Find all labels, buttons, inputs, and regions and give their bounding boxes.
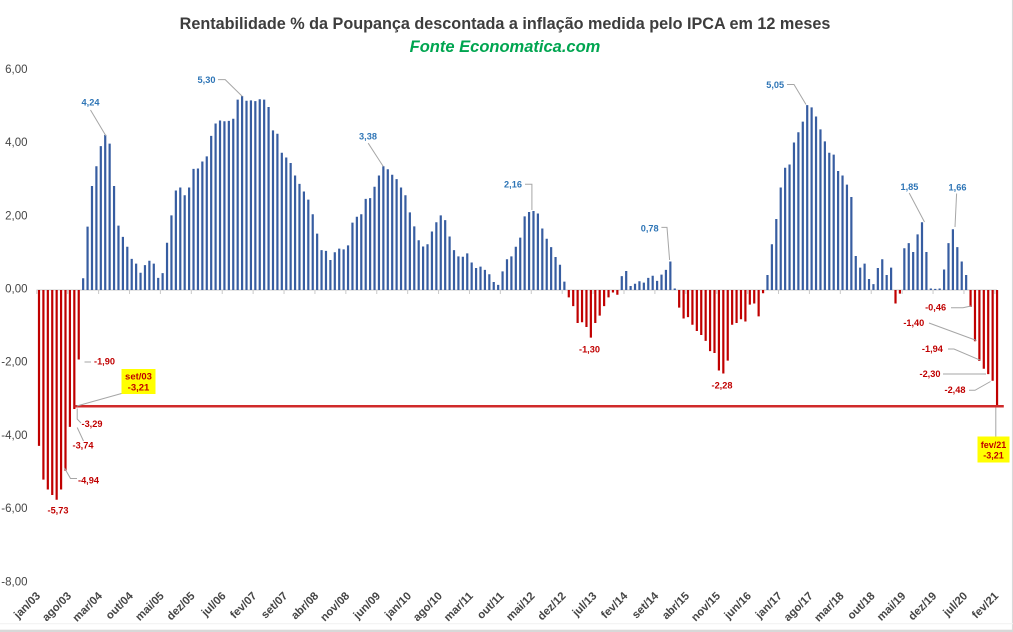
svg-text:-4,00: -4,00 — [1, 430, 27, 442]
svg-text:5,05: 5,05 — [766, 80, 784, 90]
svg-text:2,16: 2,16 — [504, 180, 522, 190]
svg-text:1,66: 1,66 — [949, 183, 967, 193]
svg-text:-4,94: -4,94 — [78, 476, 100, 486]
svg-text:4,00: 4,00 — [5, 137, 27, 149]
svg-text:-2,28: -2,28 — [712, 381, 733, 391]
svg-text:0,00: 0,00 — [5, 284, 27, 296]
svg-text:-5,73: -5,73 — [48, 506, 69, 516]
svg-text:-3,74: -3,74 — [73, 441, 95, 451]
svg-text:-1,40: -1,40 — [903, 318, 924, 328]
svg-text:5,30: 5,30 — [198, 75, 216, 85]
svg-text:-3,29: -3,29 — [82, 419, 103, 429]
svg-text:-1,30: -1,30 — [579, 344, 600, 354]
svg-text:0,78: 0,78 — [641, 224, 659, 234]
svg-text:6,00: 6,00 — [5, 64, 27, 76]
svg-text:3,38: 3,38 — [359, 132, 377, 142]
svg-text:-1,90: -1,90 — [94, 357, 115, 367]
svg-text:-2,30: -2,30 — [920, 369, 941, 379]
svg-text:4,24: 4,24 — [82, 98, 101, 108]
svg-text:1,85: 1,85 — [900, 182, 918, 192]
svg-text:-2,48: -2,48 — [945, 385, 966, 395]
svg-text:Fonte Economatica.com: Fonte Economatica.com — [410, 38, 601, 56]
svg-text:-1,94: -1,94 — [922, 344, 944, 354]
svg-text:-8,00: -8,00 — [1, 576, 27, 588]
svg-text:Rentabilidade % da Poupança de: Rentabilidade % da Poupança descontada a… — [180, 15, 831, 33]
svg-text:2,00: 2,00 — [5, 210, 27, 222]
svg-text:-0,46: -0,46 — [925, 303, 946, 313]
svg-text:-6,00: -6,00 — [1, 503, 27, 515]
svg-text:-2,00: -2,00 — [1, 357, 27, 369]
svg-text:-3,21: -3,21 — [128, 383, 150, 394]
svg-text:set/03: set/03 — [125, 372, 152, 383]
svg-text:fev/21: fev/21 — [981, 440, 1007, 450]
svg-text:-3,21: -3,21 — [983, 451, 1004, 461]
